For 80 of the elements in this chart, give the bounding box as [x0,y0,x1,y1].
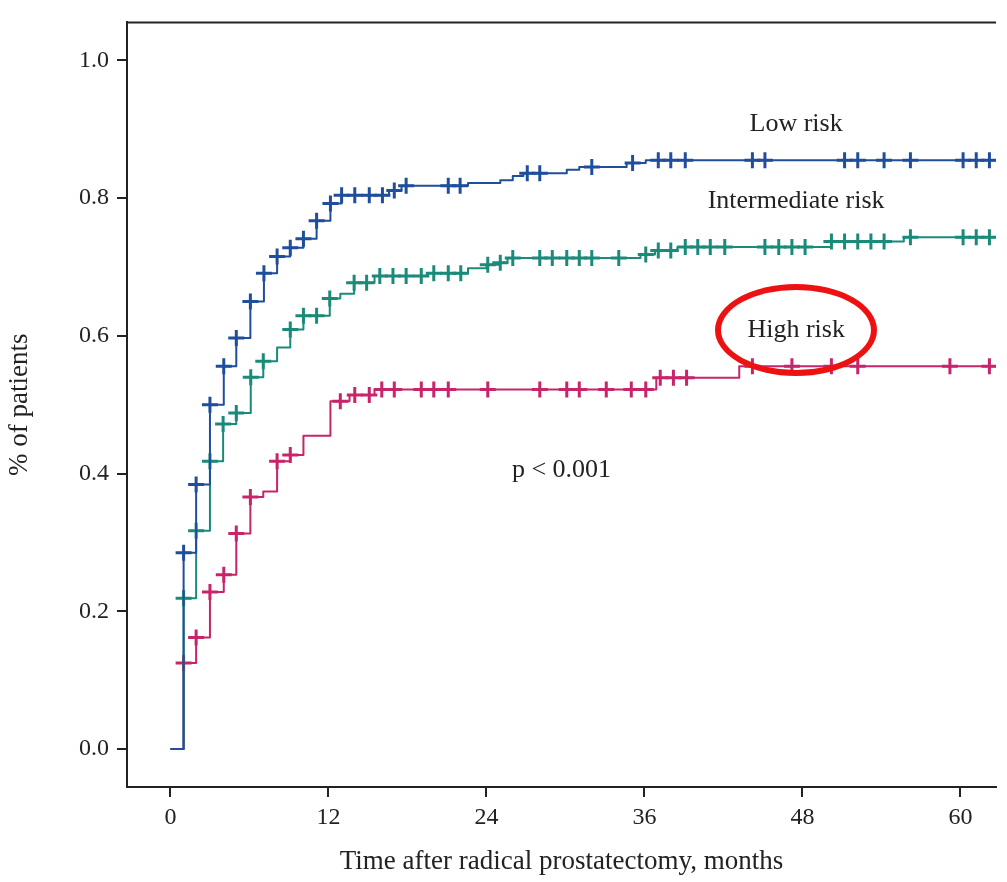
point [609,248,629,268]
point [384,180,404,200]
point [280,238,300,258]
point [848,150,868,170]
point [530,380,550,400]
point [241,367,261,387]
point [213,414,233,434]
x-tick-label: 36 [632,802,657,829]
series-label: High risk [747,313,845,343]
point [293,229,313,249]
point [330,391,350,411]
point [253,351,273,371]
point [582,248,602,268]
point [240,291,260,311]
point [320,289,340,309]
x-tick-label: 12 [316,802,341,829]
point [503,248,523,268]
point [280,320,300,340]
point [226,524,246,544]
point [542,248,562,268]
y-tick-label: 1.0 [79,45,109,72]
point [438,380,458,400]
point [254,263,274,283]
point [530,163,550,183]
point [623,153,643,173]
point [267,451,287,471]
point [240,487,260,507]
point [214,565,234,585]
point [307,211,327,231]
point [621,380,641,400]
point [755,150,775,170]
point [357,273,377,293]
point [478,380,498,400]
point [226,328,246,348]
y-tick-label: 0.4 [79,458,109,485]
point [174,543,194,563]
x-axis-title: Time after radical prostatectomy, months [339,844,784,875]
y-tick-label: 0.0 [79,734,109,761]
point [411,266,431,286]
point [940,356,960,376]
point [214,356,234,376]
point [677,368,697,388]
point [307,306,327,326]
point [267,247,287,267]
annotation: p < 0.001 [511,453,612,483]
point [900,227,920,247]
series-label: Low risk [749,107,843,137]
series-label: Intermediate risk [707,185,885,215]
point [451,263,471,283]
point [450,176,470,196]
y-tick-label: 0.8 [79,183,109,210]
point [280,445,300,465]
point [396,176,416,196]
point [200,395,220,415]
point [226,403,246,423]
point [700,237,720,257]
point [900,150,920,170]
point [675,150,695,170]
point [359,385,379,405]
point [200,582,220,602]
x-tick-label: 48 [790,802,815,829]
point [582,157,602,177]
point [636,380,656,400]
y-axis-title: % of patients [3,333,34,476]
point [596,380,616,400]
point [795,237,815,257]
y-tick-label: 0.6 [79,321,109,348]
point [636,245,656,265]
point [715,237,735,257]
point [186,628,206,648]
point [320,194,340,214]
x-tick-label: 24 [474,802,499,829]
x-tick-label: 0 [164,802,177,829]
y-tick-label: 0.2 [79,596,109,623]
x-tick-label: 60 [948,802,973,829]
point [396,266,416,286]
point [874,150,894,170]
point [186,475,206,495]
point [372,185,392,205]
point [490,253,510,273]
